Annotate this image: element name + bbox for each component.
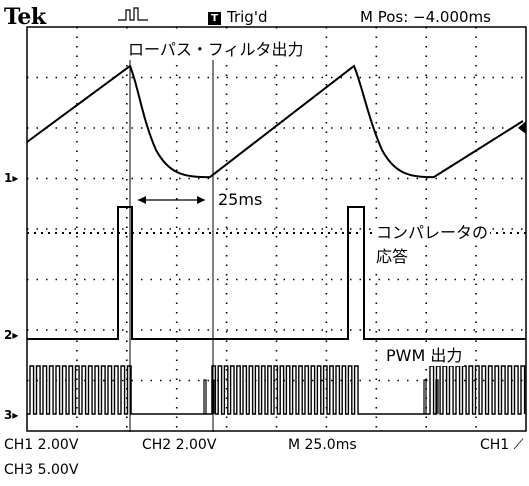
ch1-marker: 1▸ bbox=[4, 171, 19, 185]
ch1-scale: CH1 2.00V bbox=[4, 437, 79, 453]
timebase: M 25.0ms bbox=[288, 437, 357, 453]
interval-arrow-right bbox=[197, 196, 205, 204]
trigger-icon: T bbox=[208, 12, 221, 25]
trigger-status-label: Trig'd bbox=[227, 8, 268, 26]
annotation-lines bbox=[129, 60, 214, 432]
ch1-right-marker bbox=[518, 121, 526, 134]
position-readout: M Pos: −4.000ms bbox=[360, 8, 491, 26]
interval-label: 25ms bbox=[216, 190, 265, 209]
ch2-marker: 2▸ bbox=[4, 328, 19, 342]
lowpass-trace bbox=[26, 64, 524, 179]
pwm-sparse-pulse bbox=[423, 379, 427, 414]
brand-logo: Tek bbox=[4, 4, 46, 30]
pwm-label: PWM 出力 bbox=[384, 342, 465, 366]
rising-edge-icon: ⟋ bbox=[513, 437, 524, 453]
pwm-sparse-pulse bbox=[203, 379, 207, 414]
graticule bbox=[26, 26, 527, 432]
pwm-trace bbox=[27, 365, 526, 415]
comparator-trace bbox=[27, 206, 526, 340]
ch3-scale: CH3 5.00V bbox=[4, 462, 79, 478]
interval-arrow-left bbox=[138, 196, 146, 204]
trigger-waveform-icon bbox=[116, 4, 150, 28]
trigger-source: CH1 ⟋ bbox=[480, 437, 524, 453]
ch3-marker: 3▸ bbox=[4, 408, 19, 422]
lowpass-label: ローパス・フィルタ出力 bbox=[126, 36, 306, 60]
pwm-sparse-pulse bbox=[435, 379, 439, 414]
comparator-label-line2: 応答 bbox=[374, 243, 411, 267]
trigger-status: T Trig'd bbox=[208, 8, 267, 26]
ch2-scale: CH2 2.00V bbox=[142, 437, 217, 453]
waveform-traces bbox=[26, 64, 526, 415]
comparator-label-line1: コンパレータの bbox=[374, 219, 491, 243]
